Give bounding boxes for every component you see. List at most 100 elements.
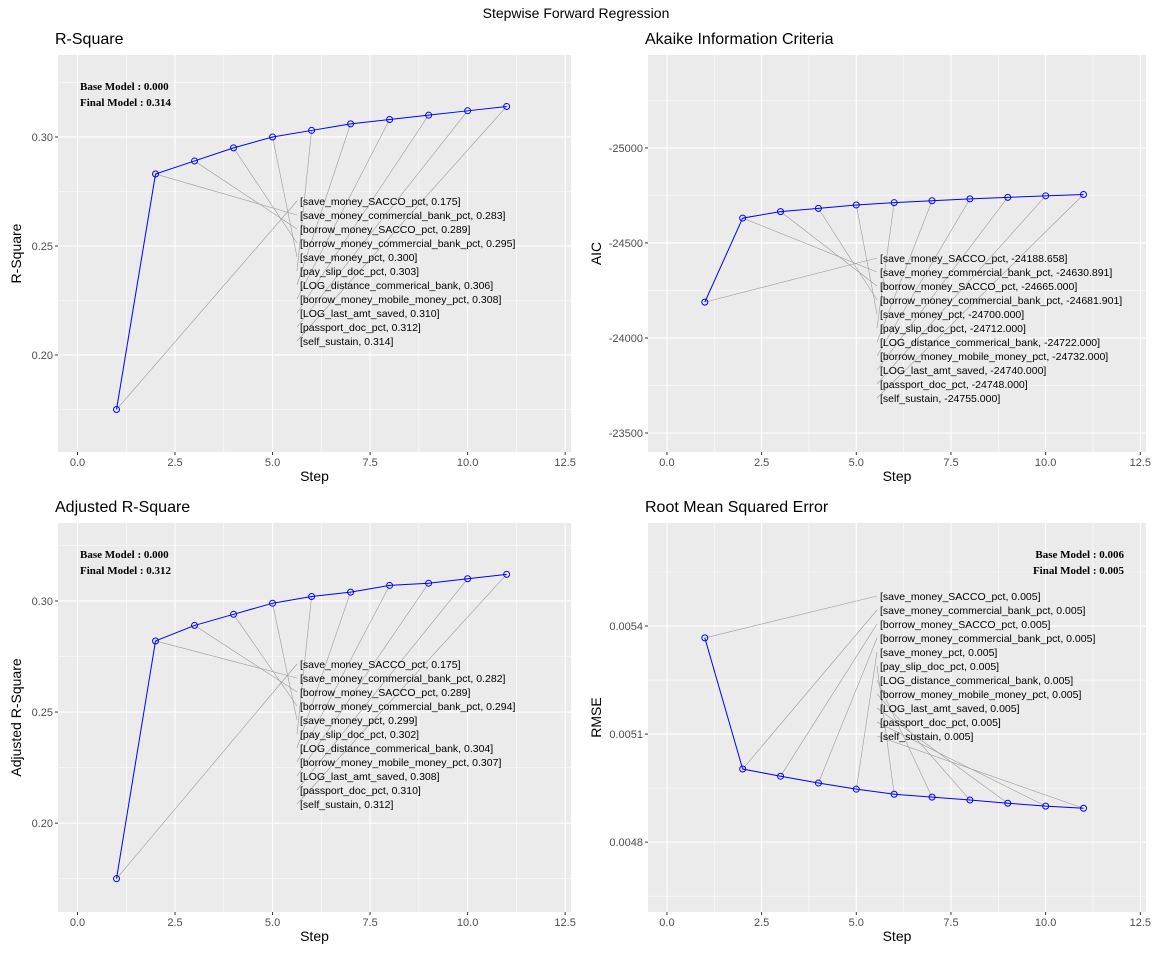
- data-label: [passport_doc_pct, 0.005]: [880, 717, 1001, 729]
- label-leader-line: [116, 200, 298, 410]
- x-tick-label: 2.5: [754, 457, 769, 469]
- data-point: [966, 796, 974, 804]
- data-label: [pay_slip_doc_pct, 0.302]: [300, 729, 419, 741]
- data-label: [borrow_money_commercial_bank_pct, 0.294…: [300, 701, 515, 713]
- x-tick-label: 12.5: [554, 917, 575, 929]
- data-point: [928, 793, 936, 801]
- data-label: [borrow_money_commercial_bank_pct, -2468…: [880, 295, 1122, 307]
- data-label: [save_money_commercial_bank_pct, 0.005]: [880, 605, 1086, 617]
- x-axis-title: Step: [883, 468, 912, 484]
- data-point: [739, 214, 747, 222]
- data-label: [LOG_last_amt_saved, -24740.000]: [880, 365, 1046, 377]
- data-point: [1080, 190, 1088, 198]
- x-tick-label: 10.0: [1035, 457, 1056, 469]
- data-label: [borrow_money_mobile_money_pct, 0.308]: [300, 294, 501, 306]
- x-tick-label: 12.5: [554, 457, 575, 469]
- label-leader-line: [855, 651, 878, 790]
- data-label: [LOG_last_amt_saved, 0.310]: [300, 308, 440, 320]
- data-label: [borrow_money_mobile_money_pct, -24732.0…: [880, 351, 1108, 363]
- label-leader-line: [296, 596, 312, 735]
- x-tick-label: 7.5: [943, 917, 958, 929]
- label-leader-line: [876, 197, 1009, 371]
- label-leader-line: [876, 665, 895, 795]
- label-leader-line: [855, 204, 878, 315]
- x-tick-label: 0.0: [70, 457, 85, 469]
- data-label: [LOG_last_amt_saved, 0.005]: [880, 703, 1020, 715]
- label-leader-line: [704, 595, 878, 639]
- y-tick-label: 0.20: [32, 350, 53, 362]
- plot-background: [648, 523, 1146, 912]
- data-point: [308, 593, 316, 601]
- y-tick-label: 0.0054: [609, 621, 643, 633]
- data-label: [borrow_money_SACCO_pct, 0.005]: [880, 619, 1051, 631]
- data-label: [save_money_SACCO_pct, 0.175]: [300, 659, 461, 671]
- label-leader-line: [704, 257, 878, 303]
- data-point: [152, 637, 160, 645]
- data-point: [191, 621, 199, 629]
- data-point: [503, 570, 511, 578]
- data-label: [save_money_commercial_bank_pct, -24630.…: [880, 267, 1112, 279]
- panel-2: 0.0 2.5 5.0 7.5 10.0 12.5 -25000 -24500 -24000 -2…: [588, 31, 1151, 484]
- label-leader-line: [818, 208, 878, 301]
- y-axis-title: RMSE: [588, 697, 604, 737]
- y-axis-title: AIC: [588, 242, 604, 265]
- plot-background: [58, 55, 571, 452]
- x-tick-label: 5.0: [849, 917, 864, 929]
- data-label: [LOG_distance_commerical_bank, 0.005]: [880, 675, 1073, 687]
- data-point: [701, 298, 709, 306]
- data-label: [borrow_money_commercial_bank_pct, 0.295…: [300, 238, 515, 250]
- x-tick-label: 7.5: [362, 457, 377, 469]
- data-label: [borrow_money_SACCO_pct, 0.289]: [300, 687, 471, 699]
- data-point: [113, 875, 121, 883]
- data-point: [347, 588, 355, 596]
- label-leader-line: [876, 693, 971, 801]
- data-point: [1080, 804, 1088, 812]
- data-point: [464, 575, 472, 583]
- data-point: [890, 199, 898, 207]
- label-leader-line: [296, 585, 390, 763]
- label-leader-line: [742, 217, 878, 273]
- series-layer: [113, 570, 511, 883]
- label-leader-line: [780, 623, 878, 777]
- label-leader-line: [780, 211, 878, 287]
- data-label: [borrow_money_mobile_money_pct, 0.307]: [300, 757, 501, 769]
- data-label: [passport_doc_pct, 0.310]: [300, 785, 421, 797]
- y-axis-title: R-Square: [8, 223, 24, 283]
- data-label: [save_money_pct, 0.299]: [300, 715, 417, 727]
- data-point: [852, 785, 860, 793]
- data-point: [386, 581, 394, 589]
- data-point: [1042, 192, 1050, 200]
- y-axis-title: Adjusted R-Square: [8, 658, 24, 777]
- data-label: [pay_slip_doc_pct, 0.303]: [300, 266, 419, 278]
- data-point: [966, 195, 974, 203]
- data-label: [self_sustain, 0.312]: [300, 799, 393, 811]
- x-tick-label: 2.5: [754, 917, 769, 929]
- panel-4: 0.0 2.5 5.0 7.5 10.0 12.5 0.0048 0.0051 0.0054 [s…: [588, 499, 1151, 944]
- label-leader-line: [296, 106, 507, 342]
- data-label: [self_sustain, 0.005]: [880, 731, 973, 743]
- x-tick-label: 12.5: [1130, 457, 1151, 469]
- data-point: [230, 144, 238, 152]
- x-axis-title: Step: [300, 928, 329, 944]
- y-tick-label: 0.0048: [609, 837, 643, 849]
- series-line: [116, 573, 507, 879]
- x-tick-label: 0.0: [70, 917, 85, 929]
- label-leader-line: [233, 147, 298, 244]
- label-leader-line: [876, 195, 1046, 385]
- x-tick-label: 7.5: [362, 917, 377, 929]
- y-tick-label: -23500: [609, 428, 643, 440]
- x-axis-title: Step: [300, 468, 329, 484]
- data-label: [passport_doc_pct, 0.312]: [300, 322, 421, 334]
- data-label: [save_money_SACCO_pct, 0.175]: [300, 196, 461, 208]
- label-leader-line: [876, 679, 933, 798]
- data-point: [191, 157, 199, 165]
- x-tick-label: 7.5: [943, 457, 958, 469]
- model-annotation: Final Model : 0.314: [80, 97, 172, 109]
- y-tick-label: 0.25: [32, 241, 53, 253]
- y-tick-label: -24500: [609, 238, 643, 250]
- series-line: [704, 193, 1084, 303]
- y-tick-label: 0.30: [32, 596, 53, 608]
- data-point: [1004, 799, 1012, 807]
- data-point: [347, 120, 355, 128]
- label-leader-line: [296, 119, 390, 300]
